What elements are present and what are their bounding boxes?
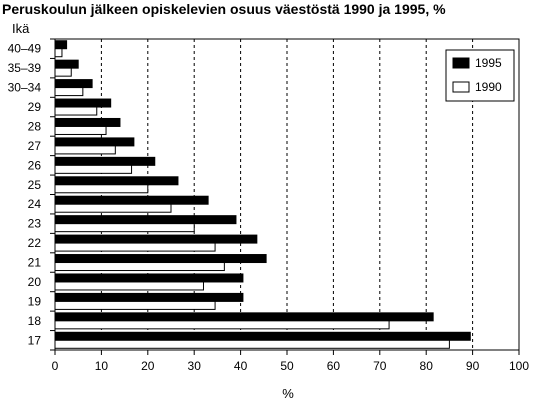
- x-tick-label-50: 50: [280, 359, 294, 373]
- y-axis-title: Ikä: [12, 21, 30, 36]
- bar-1995-35–39: [54, 59, 79, 69]
- y-tick-label-23: 23: [28, 217, 42, 231]
- x-axis-title: %: [282, 386, 294, 401]
- y-tick-label-22: 22: [28, 236, 42, 250]
- bar-1995-23: [54, 215, 237, 225]
- y-tick-label-19: 19: [28, 294, 42, 308]
- bar-1990-29: [54, 106, 98, 116]
- bar-1990-40–49: [54, 48, 63, 58]
- bar-1990-17: [54, 339, 450, 349]
- bar-1995-22: [54, 234, 258, 244]
- bar-1995-25: [54, 176, 179, 186]
- bar-1990-35–39: [54, 67, 72, 77]
- bar-1995-20: [54, 273, 244, 283]
- bar-1995-26: [54, 156, 156, 166]
- y-tick-label-21: 21: [28, 256, 42, 270]
- y-tick-label-20: 20: [28, 275, 42, 289]
- legend: 1995 1990: [445, 49, 515, 102]
- bar-1990-21: [54, 262, 225, 272]
- y-tick-label-28: 28: [28, 119, 42, 133]
- legend-label-1990: 1990: [475, 80, 502, 94]
- legend-swatch-1995: [452, 57, 470, 69]
- bar-1995-29: [54, 98, 112, 108]
- chart-title: Peruskoulun jälkeen opiskelevien osuus v…: [2, 1, 446, 17]
- x-tick-label-20: 20: [141, 359, 155, 373]
- y-tick-label-29: 29: [28, 100, 42, 114]
- bar-1995-40–49: [54, 40, 68, 50]
- legend-swatch-1990: [452, 81, 470, 93]
- bar-1995-24: [54, 195, 209, 205]
- y-tick-label-25: 25: [28, 178, 42, 192]
- x-tick-label-30: 30: [188, 359, 202, 373]
- x-tick-label-10: 10: [95, 359, 109, 373]
- y-tick-labels: 40–49 35–39 30–34 29 28 27 26 25 24 23 22 21 20 19 18 1…: [8, 42, 42, 348]
- axes: [50, 38, 520, 355]
- bar-1995-21: [54, 254, 267, 264]
- y-tick-label-30–34: 30–34: [8, 81, 42, 95]
- bar-1995-27: [54, 137, 135, 147]
- bar-1990-27: [54, 145, 116, 155]
- x-tick-label-0: 0: [52, 359, 59, 373]
- bar-1990-23: [54, 223, 195, 233]
- x-tick-label-80: 80: [420, 359, 434, 373]
- bar-1995-30–34: [54, 79, 93, 89]
- x-tick-labels: 0 10 20 30 40 50 60 70 80 90 100: [52, 359, 530, 373]
- bar-1990-22: [54, 242, 216, 252]
- bar-1990-24: [54, 203, 172, 213]
- y-tick-label-27: 27: [28, 139, 42, 153]
- y-tick-label-26: 26: [28, 158, 42, 172]
- bar-1995-19: [54, 292, 244, 302]
- bars: [54, 40, 471, 349]
- y-tick-label-35–39: 35–39: [8, 61, 42, 75]
- bar-1990-20: [54, 281, 204, 291]
- legend-label-1995: 1995: [475, 56, 502, 70]
- bar-1990-25: [54, 184, 149, 194]
- y-tick-label-18: 18: [28, 314, 42, 328]
- x-tick-label-70: 70: [373, 359, 387, 373]
- y-tick-label-17: 17: [28, 333, 42, 347]
- bar-1990-19: [54, 300, 216, 310]
- bar-1990-26: [54, 164, 133, 174]
- bar-1995-28: [54, 117, 121, 127]
- bar-1990-28: [54, 125, 107, 135]
- x-tick-label-100: 100: [509, 359, 529, 373]
- x-tick-label-90: 90: [466, 359, 480, 373]
- x-tick-label-40: 40: [234, 359, 248, 373]
- x-tick-label-60: 60: [327, 359, 341, 373]
- y-tick-label-24: 24: [28, 197, 42, 211]
- bar-1995-17: [54, 331, 471, 341]
- y-tick-label-40–49: 40–49: [8, 42, 42, 56]
- bar-1990-30–34: [54, 87, 84, 97]
- bar-1995-18: [54, 312, 434, 322]
- bar-1990-18: [54, 320, 390, 330]
